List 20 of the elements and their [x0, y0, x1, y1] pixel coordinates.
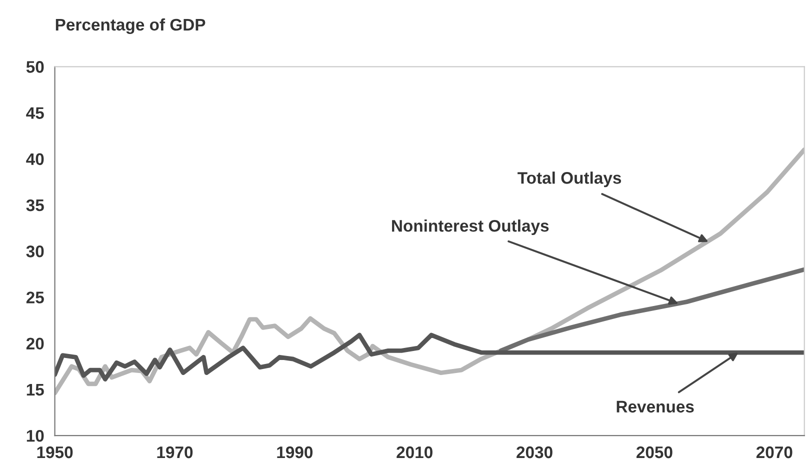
annotation: Total Outlays: [518, 172, 622, 188]
y-tick-label: 50: [26, 61, 44, 73]
y-tick-label: 20: [26, 338, 44, 350]
y-tick-label: 15: [26, 384, 44, 396]
y-tick-label: 30: [26, 245, 44, 258]
x-tick-label: 1990: [277, 446, 313, 458]
y-tick-label: 25: [26, 292, 44, 304]
x-tick-label: 2010: [396, 446, 432, 458]
annotation: Noninterest Outlays: [392, 220, 549, 236]
x-tick-label: 2070: [756, 446, 792, 458]
x-tick-label: 2050: [636, 446, 672, 458]
y-tick-label: 10: [26, 430, 44, 442]
y-tick-label: 45: [26, 107, 44, 119]
x-tick-label: 1970: [157, 446, 193, 458]
annotation: Revenues: [616, 400, 694, 413]
y-axis-title: Percentage of GDP: [56, 18, 206, 34]
x-tick-label: 1950: [37, 446, 73, 458]
y-tick-label: 35: [26, 199, 44, 212]
x-tick-label: 2030: [516, 446, 552, 458]
y-tick-label: 40: [26, 153, 44, 166]
